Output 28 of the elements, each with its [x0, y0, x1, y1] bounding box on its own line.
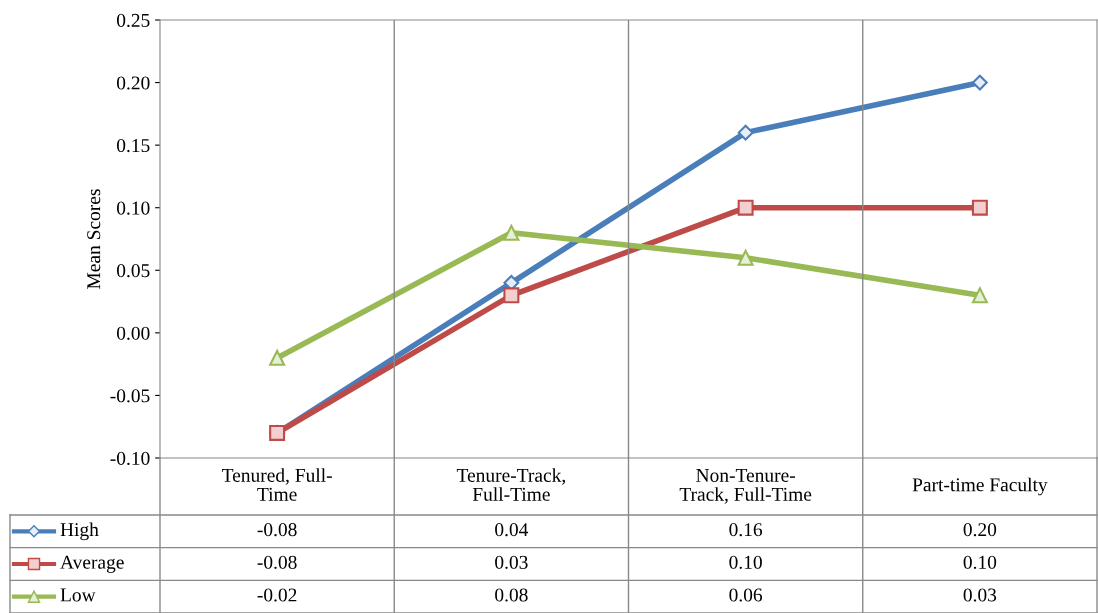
- data-label: -0.08: [257, 523, 297, 537]
- x-tick-label: Tenure-Track, Full-Time: [456, 468, 565, 501]
- y-tick-label: 0.00: [116, 326, 150, 340]
- y-tick-label: 0.10: [116, 201, 150, 215]
- data-label: -0.02: [257, 588, 297, 602]
- data-label: 0.03: [963, 588, 997, 602]
- data-label: 0.10: [729, 555, 762, 569]
- legend-label: Average: [60, 555, 124, 573]
- data-label: 0.04: [495, 523, 529, 537]
- y-tick-label: 0.20: [116, 76, 150, 90]
- data-label: 0.06: [729, 588, 763, 602]
- legend-label: High: [60, 522, 99, 541]
- x-tick-label: Non-Tenure- Track, Full-Time: [679, 468, 812, 504]
- legend-label: Low: [60, 588, 96, 602]
- data-label: 0.03: [495, 555, 528, 569]
- y-tick-label: 0.25: [116, 13, 150, 28]
- y-tick-label: 0.15: [116, 138, 150, 153]
- y-axis-title: Mean Scores: [87, 189, 101, 289]
- x-tick-label: Part-time Faculty: [912, 477, 1048, 496]
- data-label: 0.10: [963, 555, 997, 569]
- data-label: 0.20: [963, 523, 997, 537]
- x-tick-label: Tenured, Full- Time: [222, 468, 332, 501]
- data-label: 0.16: [729, 523, 763, 537]
- y-tick-label: 0.05: [116, 264, 150, 278]
- data-label: -0.08: [257, 555, 297, 569]
- data-label: 0.08: [495, 588, 528, 602]
- y-tick-label: -0.05: [110, 389, 150, 403]
- y-tick-label: -0.10: [110, 451, 150, 466]
